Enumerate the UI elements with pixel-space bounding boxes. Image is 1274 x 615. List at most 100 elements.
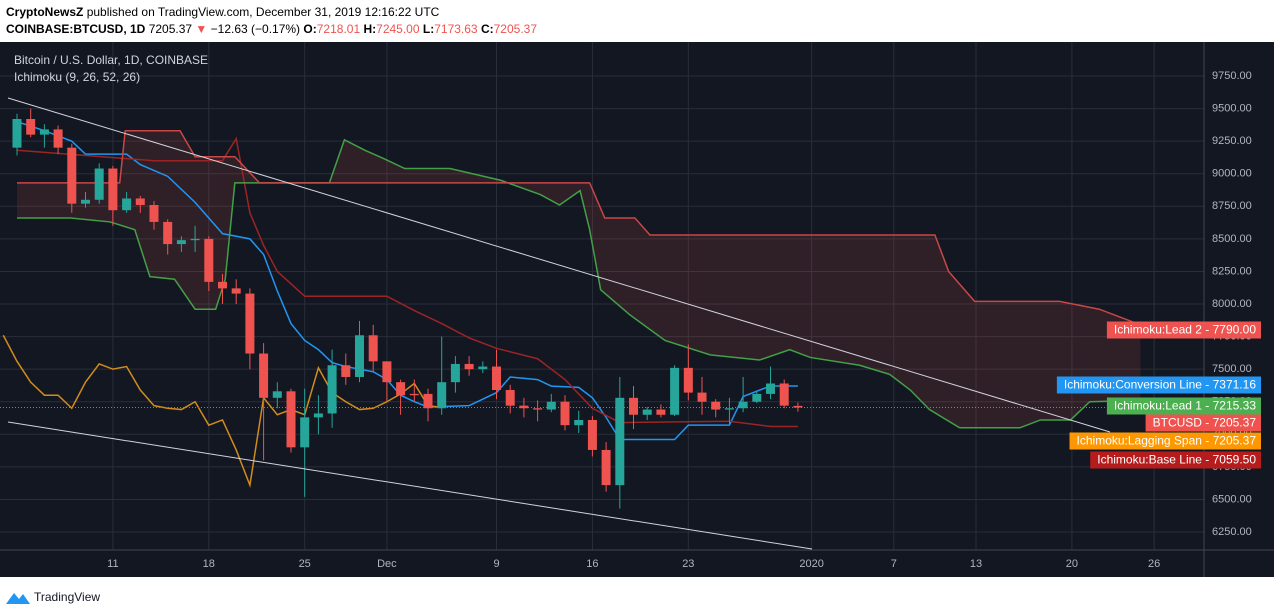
candle-body xyxy=(656,409,666,415)
price-label-bg xyxy=(1056,376,1261,394)
chart-title: Bitcoin / U.S. Dollar, 1D, COINBASE xyxy=(14,53,208,67)
price-label: Ichimoku:Conversion Line - 7371.16 xyxy=(1056,376,1261,394)
y-tick-label: 8250.00 xyxy=(1212,265,1252,277)
h: 7245.00 xyxy=(376,22,420,36)
candle-body xyxy=(396,382,406,396)
author: CryptoNewsZ xyxy=(6,5,83,19)
h-label: H: xyxy=(363,22,376,36)
candle-body xyxy=(711,401,721,410)
price-label-bg xyxy=(1145,414,1261,432)
c-label: C: xyxy=(481,22,494,36)
candle-body xyxy=(642,409,652,415)
candle-body xyxy=(217,281,227,289)
candle-body xyxy=(683,367,693,393)
candle-body xyxy=(67,147,77,204)
x-tick-label: 25 xyxy=(299,558,311,570)
x-tick-label: 23 xyxy=(682,558,694,570)
candle-body xyxy=(368,335,378,362)
candle-body xyxy=(286,391,296,448)
x-tick-label: 7 xyxy=(891,558,897,570)
candle-body xyxy=(176,240,186,245)
footer-bg xyxy=(0,577,1274,615)
candle-body xyxy=(724,408,734,410)
x-tick-label: 26 xyxy=(1148,558,1160,570)
chart-subtitle: Ichimoku (9, 26, 52, 26) xyxy=(14,70,140,84)
brand: TradingView xyxy=(34,590,100,604)
x-tick-label: Dec xyxy=(377,558,397,570)
candle-body xyxy=(272,391,282,398)
price-label-text: Ichimoku:Lagging Span - 7205.37 xyxy=(1077,434,1257,448)
candle-body xyxy=(355,335,365,377)
candle-body xyxy=(245,293,255,354)
y-tick-label: 9750.00 xyxy=(1212,70,1252,82)
trend-lines xyxy=(7,97,1111,550)
header-line: CryptoNewsZ published on TradingView.com… xyxy=(6,5,440,19)
candle-body xyxy=(382,361,392,383)
candle-body xyxy=(108,168,118,211)
trend-line xyxy=(7,421,813,550)
candle-body xyxy=(163,221,173,245)
ichimoku-line xyxy=(16,129,1141,326)
candle-body xyxy=(190,238,200,241)
candle-body xyxy=(766,383,776,394)
candle-body xyxy=(341,365,351,377)
ichimoku-line xyxy=(16,138,1141,429)
candle-body xyxy=(135,198,145,205)
plot: 6250.006500.006750.007000.007250.007500.… xyxy=(0,42,1252,570)
y-tick-label: 8000.00 xyxy=(1212,298,1252,310)
candle-body xyxy=(437,382,447,409)
last: 7205.37 xyxy=(149,22,193,36)
price-label-bg xyxy=(1090,451,1261,469)
candle-body xyxy=(697,392,707,402)
price-label: Ichimoku:Lead 2 - 7790.00 xyxy=(1106,321,1261,339)
candle-body xyxy=(615,397,625,486)
change: −12.63 (−0.17%) xyxy=(211,22,300,36)
candle-body xyxy=(94,168,104,200)
candle-body xyxy=(450,363,460,383)
candle-body xyxy=(464,363,474,370)
ichimoku-line xyxy=(2,334,442,488)
candle-body xyxy=(149,204,159,222)
c: 7205.37 xyxy=(494,22,538,36)
price-label: BTCUSD - 7205.37 xyxy=(1145,414,1261,432)
candle-body xyxy=(533,408,543,410)
x-tick-label: 13 xyxy=(970,558,982,570)
candle-body xyxy=(423,393,433,409)
series-layer xyxy=(0,108,1204,509)
price-label-bg xyxy=(1106,321,1261,339)
price-label-bg xyxy=(1069,432,1261,450)
logo: TradingView xyxy=(6,590,100,604)
candle-body xyxy=(779,383,789,406)
x-tick-label: 11 xyxy=(107,558,118,570)
price-label-text: Ichimoku:Conversion Line - 7371.16 xyxy=(1064,378,1256,392)
candle-body xyxy=(587,419,597,450)
candle-body xyxy=(546,401,556,410)
y-tick-label: 6500.00 xyxy=(1212,493,1252,505)
published: published on TradingView.com, December 3… xyxy=(87,5,440,19)
quote-line: COINBASE:BTCUSD, 1D 7205.37 ▼ −12.63 (−0… xyxy=(6,22,537,36)
logo-icon xyxy=(6,593,30,604)
candle-body xyxy=(478,366,488,370)
price-label-text: Ichimoku:Lead 1 - 7215.33 xyxy=(1114,399,1256,413)
x-tick-label: 2020 xyxy=(799,558,823,570)
candle-body xyxy=(204,238,214,282)
candle-body xyxy=(12,119,22,148)
y-tick-label: 8500.00 xyxy=(1212,233,1252,245)
candle-body xyxy=(492,366,502,391)
o: 7218.01 xyxy=(317,22,361,36)
candle-body xyxy=(409,393,419,396)
o-label: O: xyxy=(303,22,316,36)
arrow: ▼ xyxy=(195,22,207,36)
ichimoku-line xyxy=(16,136,798,428)
y-tick-label: 9500.00 xyxy=(1212,102,1252,114)
candle-body xyxy=(601,449,611,486)
x-tick-label: 16 xyxy=(586,558,598,570)
candle-body xyxy=(670,367,680,415)
y-tick-label: 9250.00 xyxy=(1212,135,1252,147)
symbol: COINBASE:BTCUSD, 1D xyxy=(6,22,146,36)
trend-line xyxy=(7,97,1111,433)
candle-body xyxy=(39,129,49,135)
candle-body xyxy=(752,393,762,402)
l-label: L: xyxy=(423,22,434,36)
